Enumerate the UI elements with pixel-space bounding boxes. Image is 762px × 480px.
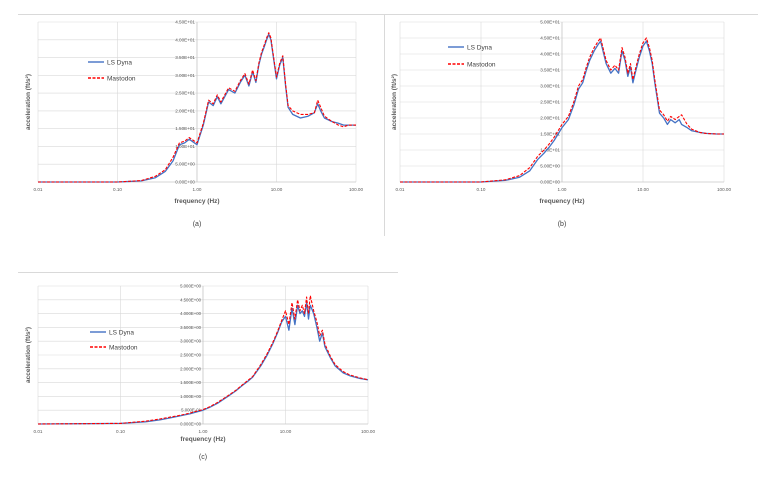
y-tick-label: 2.00E+01 [175,108,195,113]
x-tick-label: 0.01 [396,187,405,192]
x-tick-label: 1.00 [193,187,202,192]
series-line-mastodon [37,295,369,425]
x-tick-label: 1.00 [558,187,567,192]
x-axis-title: frequency (Hz) [174,198,219,205]
panel-caption: (b) [558,221,567,228]
y-tick-label: 4.50E+01 [540,36,560,41]
y-tick-label: 3.00E+01 [540,84,560,89]
y-axis-title: acceleration (ft/s²) [25,74,32,130]
y-tick-label: 1.00E+01 [540,148,560,153]
y-tick-label: 2.000E+00 [180,366,202,371]
y-tick-label: 1.50E+01 [175,126,195,131]
x-tick-label: 100.00 [349,187,363,192]
panel-caption: (a) [193,221,202,228]
x-tick-label: 10.00 [280,429,292,434]
y-tick-label: 2.50E+01 [175,91,195,96]
y-tick-label: 3.50E+01 [540,68,560,73]
y-tick-label: 2.50E+01 [540,100,560,105]
y-tick-label: 4.00E+01 [540,52,560,57]
y-tick-label: 5.000E+00 [180,284,202,289]
chart-svg-c: 0.000E+005.000E-011.000E+001.500E+002.00… [25,284,375,462]
y-tick-label: 4.00E+01 [175,37,195,42]
y-tick-label: 3.00E+01 [175,73,195,78]
y-tick-label: 3.000E+00 [180,339,202,344]
chart-panel-b: 0.00E+00 5.00E+00 1.00E+01 1.50E+01 2.00E+01… [388,16,748,234]
x-axis-title: frequency (Hz) [539,198,584,205]
series-line-mastodon [38,32,356,183]
x-axis-title: frequency (Hz) [180,436,225,443]
chart-svg-a: 0.00E+005.00E+001.00E+011.50E+012.00E+01… [25,20,363,229]
x-tick-label: 10.00 [637,187,649,192]
y-tick-label: 3.50E+01 [175,55,195,60]
y-tick-label: 2.00E+01 [540,116,560,121]
chart-panel-c: 0.000E+00 5.000E-01 1.000E+00 1.500E+00 2.00… [20,276,390,466]
y-tick-label: 5.00E+00 [175,162,195,167]
y-tick-label: 1.500E+00 [180,380,202,385]
x-tick-label: 10.00 [271,187,283,192]
y-tick-label: 1.000E+00 [180,394,202,399]
legend-label: Mastodon [107,75,136,82]
panel-caption: (c) [199,454,207,461]
y-tick-label: 4.50E+01 [175,20,195,25]
x-tick-label: 0.10 [116,429,125,434]
y-tick-label: 5.00E+00 [540,164,560,169]
y-tick-label: 3.500E+00 [180,325,202,330]
y-axis-title: acceleration (ft/s²) [391,74,398,130]
series-line-mastodon [400,37,724,183]
y-tick-label: 2.500E+00 [180,353,202,358]
y-tick-label: 5.00E+01 [540,20,560,25]
y-tick-label: 5.000E-01 [181,408,201,413]
chart-svg-b: 0.00E+005.00E+001.00E+011.50E+012.00E+01… [391,20,731,229]
legend-label: LS Dyna [109,329,134,336]
x-tick-label: 0.10 [477,187,486,192]
series-line-ls-dyna [37,301,369,425]
legend-label: LS Dyna [467,44,492,51]
legend-label: Mastodon [467,61,496,68]
y-tick-label: 4.000E+00 [180,311,202,316]
legend-label: LS Dyna [107,59,132,66]
y-tick-label: 4.500E+00 [180,297,202,302]
series-line-ls-dyna [400,40,724,183]
y-tick-label: 1.00E+01 [175,144,195,149]
legend-label: Mastodon [109,344,138,351]
y-tick-label: 1.50E+01 [540,132,560,137]
x-tick-label: 0.01 [34,187,43,192]
x-tick-label: 1.00 [199,429,208,434]
x-tick-label: 0.10 [113,187,122,192]
y-axis-title: acceleration (ft/s²) [25,327,32,383]
chart-panel-a: 0.00E+00 5.00E+00 1.00E+01 1.50E+01 2.00E+01… [20,16,380,234]
x-tick-label: 0.01 [34,429,43,434]
x-tick-label: 100.00 [361,429,375,434]
x-tick-label: 100.00 [717,187,731,192]
